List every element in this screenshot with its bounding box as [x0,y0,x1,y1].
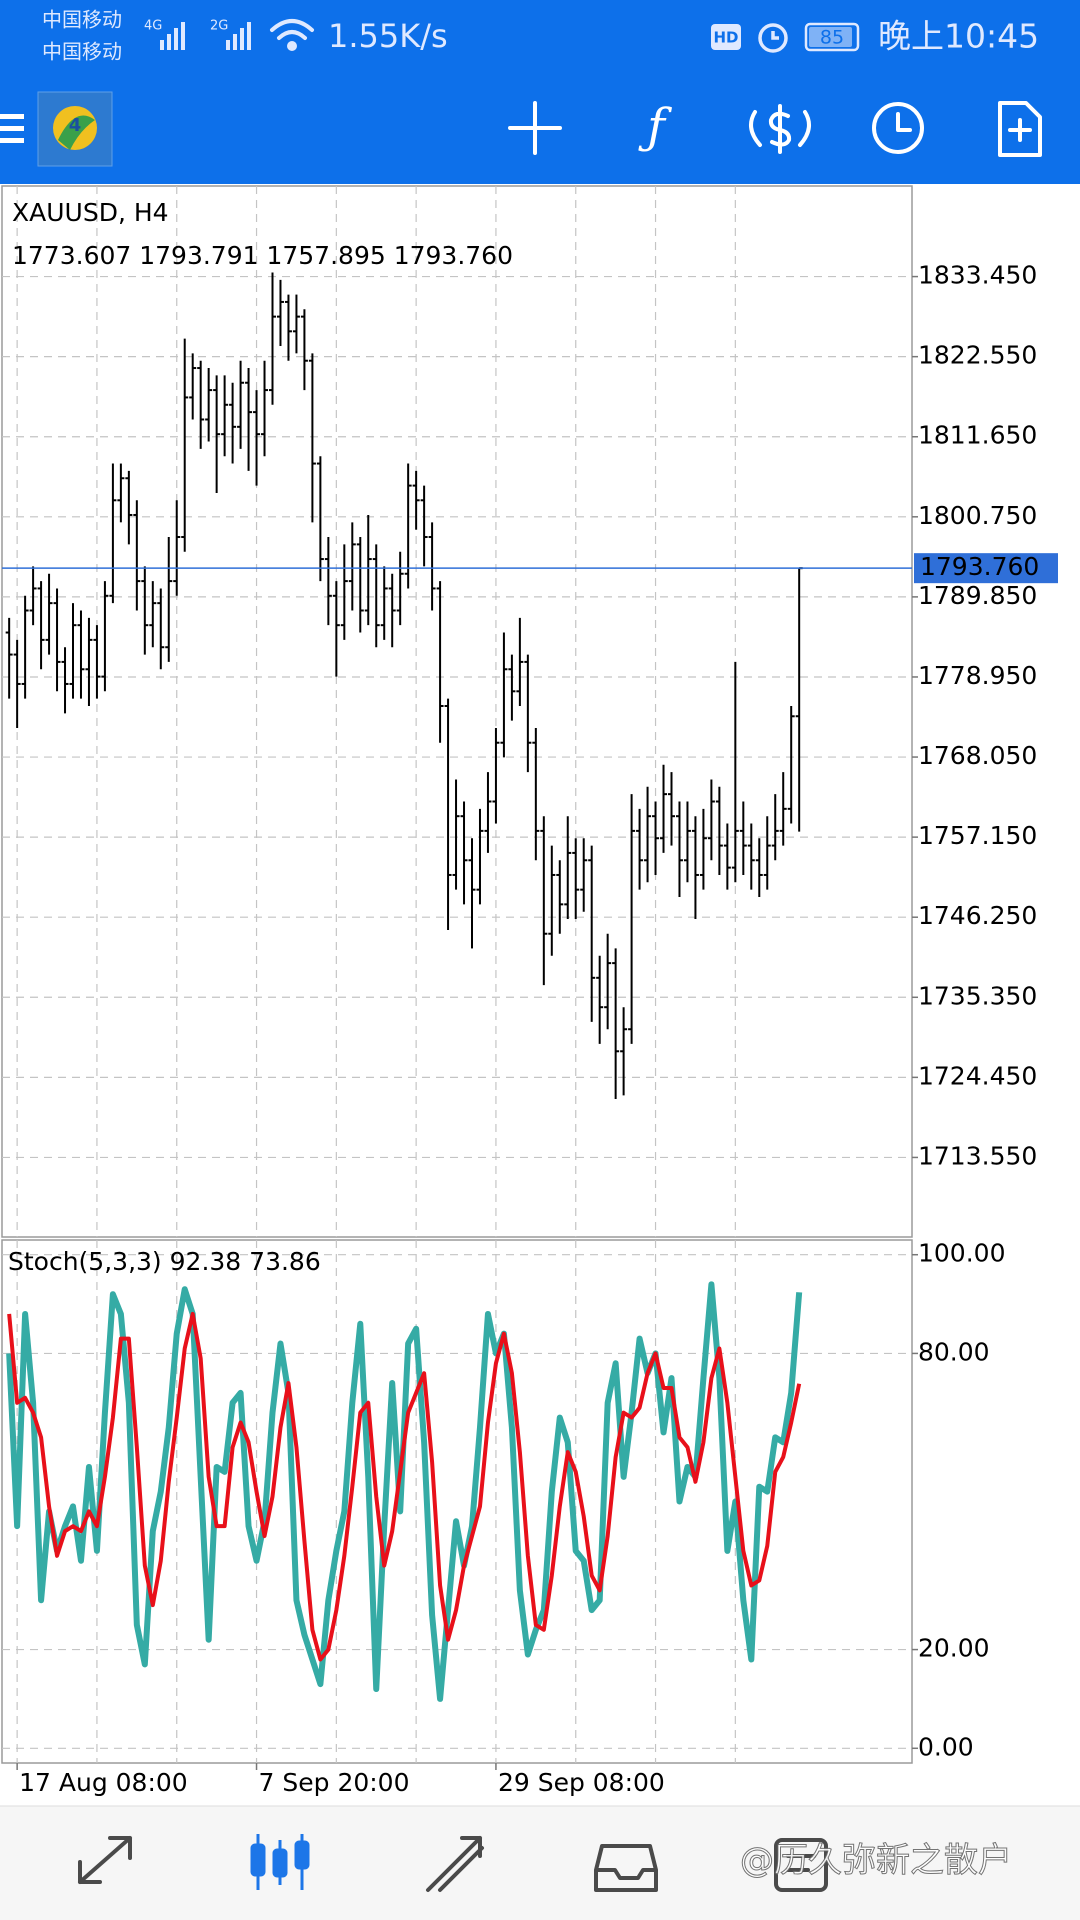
app-logo[interactable]: 4 [37,91,113,167]
price-panel [1,185,913,1238]
y-tick-label: 1746.250 [918,901,1037,930]
current-price-label: 1793.760 [920,552,1039,581]
battery-level [809,27,852,47]
y-tick-label: 1789.850 [918,581,1037,610]
svg-text:4: 4 [69,115,82,136]
y-tick-label: 1713.550 [918,1141,1037,1170]
network: 2G [210,19,228,34]
x-tick-label: 7 Sep 20:00 [259,1768,410,1797]
y-tick-label: 0.00 [918,1732,974,1761]
trade-button[interactable] [749,104,811,154]
y-tick-label: 1735.350 [918,981,1037,1010]
chart-title: XAUUSD, H4 [12,198,169,227]
signal-icon [160,22,185,50]
y-tick-label: 1800.750 [918,501,1037,530]
history-tab[interactable] [594,1844,658,1892]
alarm-icon [758,23,788,53]
x-tick-label: 29 Sep 08:00 [498,1768,665,1797]
carrier: 中国移动 [42,40,122,64]
stoch-line [7,1311,802,1662]
speed: 1.55K/s [328,17,448,55]
y-tick-label: 1757.150 [918,821,1037,850]
battery-text: 85 [820,27,844,49]
watermark: @历久弥新之散户 [740,1841,1012,1881]
quotes-tab[interactable] [78,1836,132,1884]
trade-tab[interactable] [426,1836,484,1892]
y-tick-label: 1833.450 [918,261,1037,290]
chart-tab[interactable] [250,1834,310,1890]
y-tick-label: 1822.550 [918,341,1037,370]
new-order-button[interactable] [998,101,1042,157]
y-tick-label: 1811.650 [918,421,1037,450]
signal-icon [226,22,251,50]
x-tick-label: 17 Aug 08:00 [19,1768,188,1797]
time: 晚上10:45 [878,17,1039,56]
period-button[interactable] [872,102,924,154]
crosshair-button[interactable] [508,101,562,155]
wifi-icon [270,19,314,51]
y-tick-label: 100.00 [918,1239,1005,1268]
indicator-title: Stoch(5,3,3) [8,1247,162,1276]
indicator-value: 92.38 [170,1247,242,1276]
y-tick-label: 1778.950 [918,661,1037,690]
battery [804,22,860,52]
carrier: 中国移动 [42,8,122,32]
messages-tab[interactable] [774,1838,828,1892]
indicator-header: Stoch(5,3,3) 92.38 73.86 [8,1247,321,1276]
last-bar-ohlc: 1773.607 1793.791 1757.895 1793.760 [12,241,513,270]
menu-button[interactable] [0,114,24,143]
network: 4G [144,19,162,34]
hd: HD [713,29,738,47]
indicator-value: 73.86 [249,1247,321,1276]
y-tick-label: 1768.050 [918,741,1037,770]
hd-badge [711,24,741,50]
bottom-nav [0,1806,1080,1920]
current-price-box [914,553,1058,584]
y-tick-label: 1724.450 [918,1061,1037,1090]
y-tick-label: 20.00 [918,1634,990,1663]
y-tick-label: 80.00 [918,1337,990,1366]
